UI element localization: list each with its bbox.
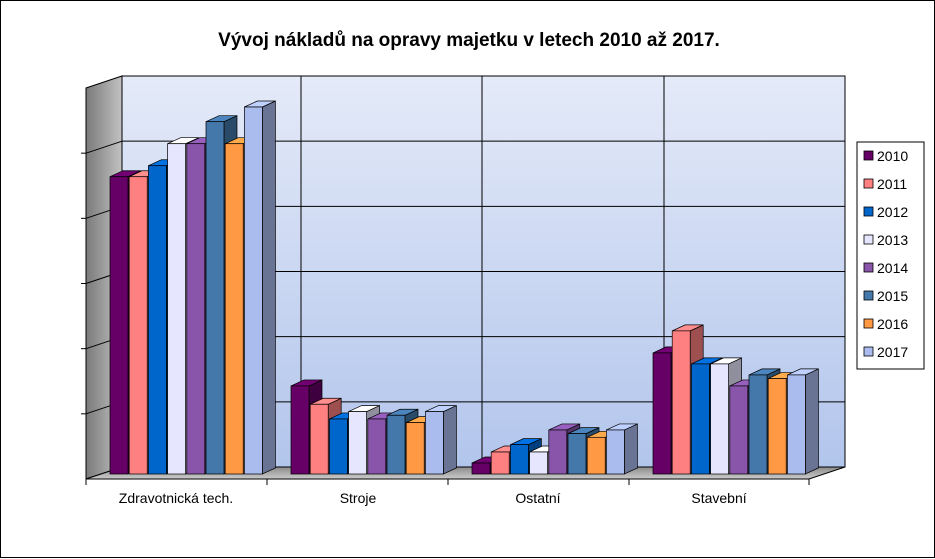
legend: 2010 2011 2012 2013 2014 2015 [856, 141, 925, 370]
legend-entry-2017: 2017 [863, 344, 908, 360]
legend-entry-2012: 2012 [863, 204, 908, 220]
bar-front [348, 411, 367, 475]
bar-front [729, 385, 749, 475]
bar-side [262, 100, 276, 475]
bar-front [606, 429, 625, 475]
bar-front [548, 429, 568, 475]
bars [109, 100, 819, 475]
legend-label: 2014 [877, 260, 908, 276]
bar-front [244, 106, 263, 475]
bar-front [710, 363, 729, 475]
legend-label: 2017 [877, 344, 908, 360]
legend-label: 2015 [877, 288, 908, 304]
legend-entry-2011: 2011 [863, 176, 907, 192]
gridline-side [85, 140, 123, 154]
legend-entry-2010: 2010 [863, 148, 908, 164]
bar-front [224, 143, 244, 475]
legend-swatch [863, 318, 874, 329]
legend-swatch [863, 290, 874, 301]
bar-2017-1 [425, 405, 457, 475]
bar-front [205, 121, 225, 475]
category-label-zdravotnicka: Zdravotnická tech. [119, 490, 233, 506]
axis-ticks [81, 152, 810, 485]
bar-front [386, 414, 406, 475]
legend-box [856, 141, 925, 370]
category-label-stavebni: Stavební [691, 490, 746, 506]
chart-title: Vývoj nákladů na opravy majetku v letech… [218, 30, 720, 51]
bar-front [109, 176, 129, 475]
legend-swatch [863, 346, 874, 357]
bar-front [652, 352, 672, 475]
bar-front [787, 374, 806, 475]
bar-front [567, 433, 587, 475]
legend-swatch [863, 234, 874, 245]
bar-2017-2 [606, 423, 638, 475]
bar-front [329, 418, 348, 475]
legend-swatch [863, 206, 874, 217]
legend-label: 2013 [877, 232, 908, 248]
bar-front [671, 330, 691, 475]
bar-front [405, 422, 425, 475]
legend-label: 2012 [877, 204, 908, 220]
legend-label: 2011 [877, 176, 907, 192]
bar-2017-0 [244, 100, 276, 475]
bar-front [425, 411, 444, 475]
legend-label: 2016 [877, 316, 908, 332]
category-label-stroje: Stroje [340, 490, 377, 506]
bar-front [529, 451, 548, 475]
bar-front [748, 374, 768, 475]
bar-front [290, 385, 310, 475]
legend-label: 2010 [877, 148, 908, 164]
bar-front [148, 165, 167, 475]
legend-swatch [863, 150, 874, 161]
legend-entry-2015: 2015 [863, 288, 908, 304]
bar-front [309, 403, 329, 475]
legend-entry-2014: 2014 [863, 260, 908, 276]
bar-front [767, 378, 787, 475]
bar-front [691, 363, 710, 475]
category-label-ostatni: Ostatní [515, 490, 560, 506]
bar-front [186, 143, 206, 475]
bar-front [367, 418, 387, 475]
legend-entry-2013: 2013 [863, 232, 908, 248]
bar-front [510, 444, 529, 475]
bar-front [490, 451, 510, 475]
bar-front [586, 436, 606, 475]
bar-front [167, 143, 186, 475]
bar-2017-3 [787, 368, 819, 475]
bar-side [805, 368, 819, 475]
legend-entry-2016: 2016 [863, 316, 908, 332]
bar-front [471, 462, 491, 475]
bar-side [624, 423, 638, 475]
bar-front [128, 176, 148, 475]
legend-swatch [863, 178, 874, 189]
bar-side [443, 405, 457, 475]
legend-swatch [863, 262, 874, 273]
